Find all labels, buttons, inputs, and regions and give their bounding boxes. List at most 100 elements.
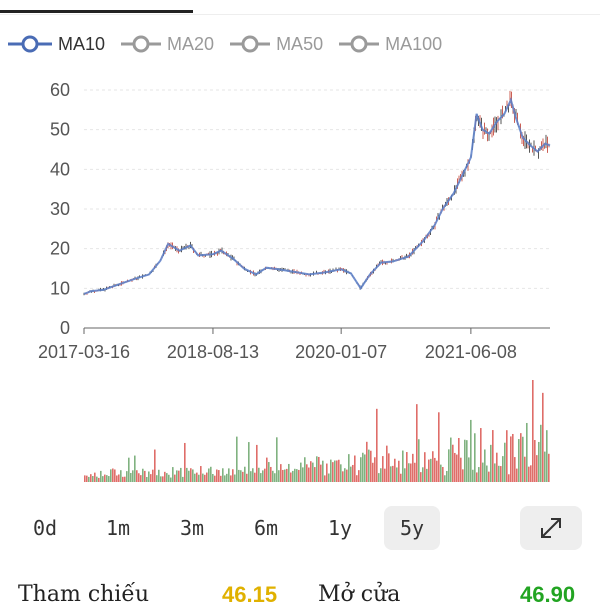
legend-ma20[interactable]: MA20 [121, 34, 214, 55]
volume-bar [326, 463, 328, 482]
volume-bar [548, 453, 550, 482]
volume-bar [196, 472, 198, 482]
legend-ma50[interactable]: MA50 [230, 34, 323, 55]
volume-bar [530, 465, 532, 482]
volume-bar [438, 412, 440, 482]
volume-bar [328, 473, 330, 482]
volume-bar [392, 465, 394, 482]
volume-bar [274, 473, 276, 482]
volume-bar [280, 464, 282, 482]
legend-label: MA50 [276, 33, 324, 54]
volume-bar [160, 476, 162, 482]
volume-bar [164, 471, 166, 482]
volume-bar [240, 470, 242, 482]
volume-bar [226, 473, 228, 482]
volume-bar [276, 437, 278, 482]
volume-bar [522, 436, 524, 482]
volume-bar [386, 445, 388, 482]
tab-underline [0, 0, 600, 15]
legend-ma10[interactable]: MA10 [8, 34, 105, 55]
open-price-value: 46.90 [520, 582, 576, 607]
volume-bar [296, 469, 298, 482]
volume-bar [220, 475, 222, 482]
volume-bar [484, 449, 486, 482]
volume-bar [360, 457, 362, 482]
series-marker-icon [8, 35, 52, 53]
volume-bar [300, 462, 302, 482]
volume-bar [228, 468, 230, 482]
period-0d[interactable]: 0d [32, 516, 58, 540]
volume-bar [412, 453, 414, 482]
period-5y[interactable]: 5y [384, 506, 440, 550]
volume-bar [462, 469, 464, 482]
volume-bar [450, 437, 452, 482]
expand-arrows-icon [541, 518, 561, 538]
volume-bar [426, 468, 428, 482]
volume-bar [248, 442, 250, 482]
chart-legend: MA10 MA20 MA50 MA100 [8, 32, 458, 56]
volume-bar [320, 464, 322, 482]
legend-ma100[interactable]: MA100 [339, 34, 442, 55]
volume-bar [100, 470, 102, 482]
volume-bar [144, 470, 146, 482]
period-6m[interactable]: 6m [253, 516, 279, 540]
volume-bar [516, 468, 518, 482]
volume-bar [436, 460, 438, 482]
volume-bar [520, 433, 522, 482]
volume-bar [538, 441, 540, 482]
volume-bar [342, 471, 344, 482]
legend-label: MA100 [385, 33, 443, 54]
volume-bar [398, 460, 400, 482]
y-tick-label: 0 [60, 318, 70, 338]
volume-bar [200, 466, 202, 482]
volume-bar [304, 457, 306, 482]
volume-bar [502, 456, 504, 482]
volume-bar [302, 467, 304, 482]
period-1y[interactable]: 1y [327, 516, 353, 540]
volume-bar [234, 474, 236, 482]
volume-bar [510, 436, 512, 482]
volume-bar [250, 471, 252, 482]
fullscreen-button[interactable] [520, 506, 582, 550]
period-1m[interactable]: 1m [105, 516, 131, 540]
volume-bar [358, 470, 360, 482]
volume-bar [506, 430, 508, 482]
volume-bar [464, 439, 466, 482]
volume-bar [528, 466, 530, 482]
volume-bar [368, 449, 370, 482]
volume-bar [96, 476, 98, 482]
price-chart[interactable]: 0 10 20 30 40 50 60 2017-03-16 2018-08-13 2020-01… [0, 70, 600, 500]
volume-bar [208, 468, 210, 482]
volume-bar [282, 469, 284, 482]
volume-bar [256, 444, 258, 482]
period-selector: 0d 1m 3m 6m 1y 5y [0, 506, 600, 550]
volume-bar [434, 457, 436, 482]
volume-bar [186, 467, 188, 482]
volume-bar [152, 469, 154, 482]
volume-bar [504, 442, 506, 482]
volume-bar [372, 462, 374, 482]
volume-bar [430, 458, 432, 482]
volume-bar [526, 422, 528, 482]
volume-bar [108, 476, 110, 482]
volume-bar [486, 465, 488, 482]
period-3m[interactable]: 3m [179, 516, 205, 540]
volume-bar [268, 462, 270, 482]
volume-bar [498, 465, 500, 482]
volume-bar [390, 466, 392, 482]
volume-bar [264, 468, 266, 482]
volume-bar [514, 457, 516, 482]
volume-bar [168, 474, 170, 482]
volume-bar [106, 475, 108, 482]
volume-bar [532, 380, 534, 482]
volume-bar [222, 468, 224, 482]
volume-bar [496, 452, 498, 482]
y-tick-label: 10 [50, 278, 70, 298]
volume-bar [508, 474, 510, 482]
volume-bar [492, 430, 494, 482]
volume-bar [306, 464, 308, 482]
volume-bar [476, 472, 478, 482]
volume-bar [294, 468, 296, 482]
volume-bar [458, 438, 460, 482]
volume-bar [120, 470, 122, 482]
